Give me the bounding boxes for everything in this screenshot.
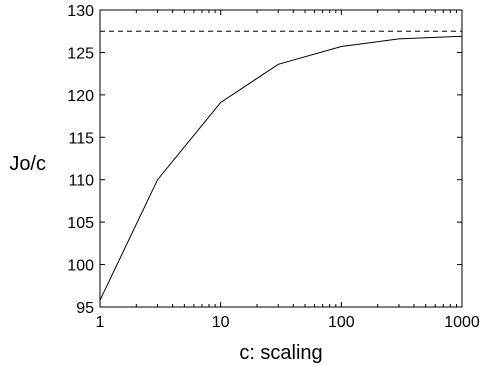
y-tick-label: 120: [67, 88, 94, 105]
series: [99, 30, 463, 301]
plot-frame: [99, 9, 463, 308]
x-tick-label: 1000: [444, 314, 480, 331]
series-line: [99, 35, 463, 301]
ticks: [99, 9, 463, 308]
x-axis-label: c: scaling: [239, 342, 322, 364]
y-tick-label: 105: [67, 215, 94, 232]
y-tick-label: 95: [76, 300, 94, 317]
y-tick-label: 100: [67, 258, 94, 275]
y-tick-label: 125: [67, 45, 94, 62]
x-tick-label: 1: [96, 314, 105, 331]
y-axis-label: Jo/c: [9, 153, 46, 175]
y-tick-label: 130: [67, 3, 94, 20]
y-tick-label: 115: [68, 130, 94, 147]
y-tick-label: 110: [68, 173, 94, 190]
x-tick-label: 10: [212, 314, 230, 331]
x-tick-label: 100: [328, 314, 355, 331]
